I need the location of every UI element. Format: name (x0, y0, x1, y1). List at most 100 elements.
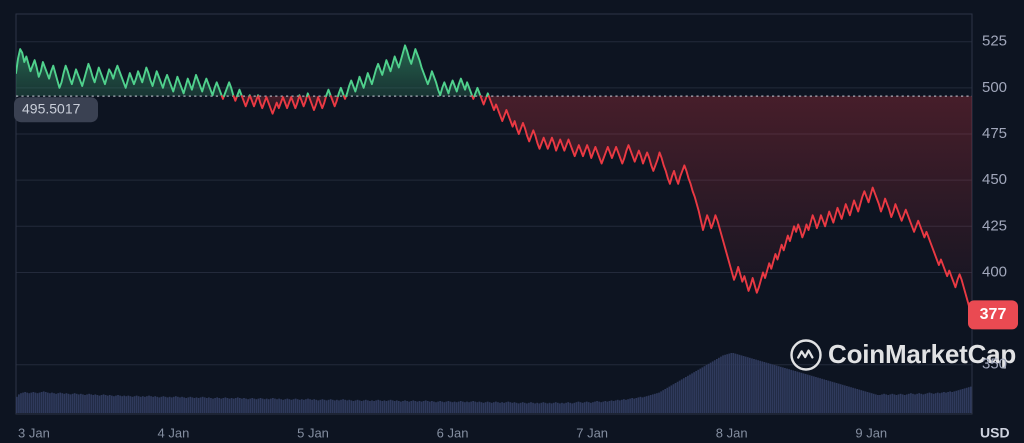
volume-bar (20, 393, 22, 413)
volume-bar (220, 398, 223, 413)
price-segment-down[interactable] (487, 95, 972, 316)
price-segment-down[interactable] (479, 95, 488, 106)
volume-bar (592, 402, 594, 413)
price-segment-up[interactable] (223, 81, 235, 98)
volume-bar (666, 387, 669, 413)
reference-price-badge[interactable]: 495.5017 (14, 97, 98, 123)
price-segment-up[interactable] (337, 86, 345, 98)
volume-bar (329, 399, 332, 413)
volume-bar (554, 402, 557, 413)
price-segment-up[interactable] (16, 48, 223, 98)
price-segment-up[interactable] (345, 44, 474, 98)
volume-bar (239, 398, 241, 413)
volume-bar (492, 402, 495, 413)
y-axis-tick-label: 450 (982, 171, 1007, 188)
volume-bar (967, 387, 970, 413)
price-segment-up[interactable] (306, 92, 310, 98)
price-segment-down[interactable] (257, 95, 301, 115)
volume-bar (796, 371, 799, 413)
volume-bar (183, 397, 185, 413)
volume-bar (40, 392, 43, 413)
volume-bar (230, 398, 233, 413)
volume-bar (28, 393, 31, 413)
volume-bar (148, 395, 150, 413)
volume-bar (420, 401, 423, 413)
price-segment-down[interactable] (471, 95, 476, 100)
price-segment-down[interactable] (307, 95, 328, 111)
volume-bar (583, 402, 586, 413)
price-segment-up[interactable] (485, 92, 490, 98)
volume-bar (606, 401, 609, 413)
volume-bar (540, 402, 543, 413)
volume-bar (528, 402, 530, 413)
volume-bar (381, 401, 384, 413)
volume-bar (730, 353, 733, 413)
volume-bar (369, 401, 371, 413)
volume-bar (616, 399, 619, 413)
volume-bar (121, 396, 124, 413)
volume-bar (563, 403, 565, 413)
volume-bar (610, 400, 613, 413)
volume-bar (449, 401, 452, 413)
volume-bar (402, 401, 404, 413)
volume-bar (914, 394, 916, 413)
volume-bar (247, 399, 249, 413)
volume-bar (521, 402, 524, 413)
price-badge-bg (968, 300, 1018, 330)
volume-bar (422, 401, 425, 413)
volume-bar (530, 402, 532, 413)
volume-bar (769, 363, 772, 413)
volume-bar (228, 398, 231, 413)
volume-bar (833, 382, 836, 413)
volume-bar (290, 399, 293, 413)
current-price-badge[interactable]: 377 (968, 300, 1018, 330)
volume-bar (67, 393, 70, 413)
volume-bar (42, 391, 45, 413)
volume-bar (959, 389, 962, 413)
volume-bar (65, 393, 68, 413)
volume-bar (480, 402, 483, 413)
price-line[interactable] (16, 44, 972, 316)
volume-bar (98, 395, 101, 413)
price-segment-down[interactable] (240, 95, 251, 108)
price-segment-down[interactable] (298, 95, 308, 108)
volume-bar (810, 375, 813, 413)
volume-bar (713, 360, 716, 413)
volume-bar (736, 354, 739, 413)
volume-bar (377, 399, 380, 413)
volume-bar (278, 398, 280, 413)
price-segment-down[interactable] (232, 95, 239, 102)
volume-bar (868, 392, 871, 413)
volume-bar (406, 401, 408, 413)
volume-bar (375, 400, 377, 413)
volume-bar (77, 394, 80, 413)
volume-bar (746, 357, 749, 413)
volume-bar (251, 398, 254, 413)
volume-bar (113, 396, 115, 413)
volume-bar (410, 401, 413, 413)
volume-bar (172, 396, 175, 413)
price-segment-down[interactable] (343, 95, 347, 100)
volume-bar (208, 397, 210, 413)
price-segment-down[interactable] (329, 95, 339, 108)
price-segment-down[interactable] (220, 95, 225, 100)
price-segment-up[interactable] (473, 86, 482, 98)
price-segment-down[interactable] (249, 95, 259, 108)
volume-bar (934, 393, 937, 413)
volume-bar (920, 393, 923, 413)
volume-bar (633, 398, 636, 413)
volume-bar (340, 399, 342, 413)
volume-bar (835, 383, 838, 413)
volume-bar (815, 377, 817, 413)
volume-bar (767, 363, 770, 413)
volume-bar (879, 395, 881, 413)
volume-bar (292, 399, 295, 413)
volume-bar (457, 401, 460, 413)
volume-bar (455, 402, 458, 413)
volume-bar (317, 400, 320, 413)
volume-bar (298, 399, 301, 413)
x-axis-ticks: 3 Jan 4 Jan 5 Jan 6 Jan 7 Jan 8 Jan 9 Jan (18, 425, 887, 440)
volume-bar (928, 392, 931, 413)
